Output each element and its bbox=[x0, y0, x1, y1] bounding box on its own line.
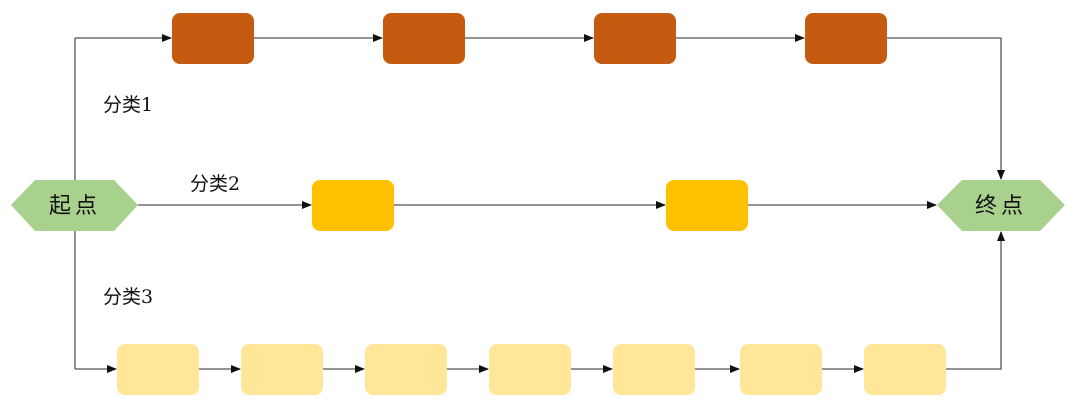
category-2-step-1 bbox=[312, 180, 394, 231]
nodes bbox=[117, 13, 946, 395]
category-1-step-4 bbox=[805, 13, 887, 64]
edge-category-3-end bbox=[946, 231, 1005, 370]
category-3-step-1 bbox=[117, 344, 199, 395]
start-node: 起点 bbox=[11, 180, 138, 231]
category-3-step-6 bbox=[740, 344, 822, 395]
start-label: 起点 bbox=[49, 194, 101, 219]
category-1-label: 分类1 bbox=[103, 94, 153, 116]
category-3-step-4 bbox=[489, 344, 571, 395]
category-2-label: 分类2 bbox=[190, 173, 240, 195]
category-3-step-5 bbox=[613, 344, 695, 395]
end-label: 终点 bbox=[975, 194, 1027, 219]
end-hexagon bbox=[937, 180, 1065, 231]
edge-category-1-end bbox=[887, 37, 1005, 180]
category-3-step-3 bbox=[365, 344, 447, 395]
category-1-step-1 bbox=[172, 13, 254, 64]
end-node: 终点 bbox=[937, 180, 1065, 231]
category-3-step-7 bbox=[864, 344, 946, 395]
category-1-step-2 bbox=[383, 13, 465, 64]
category-2-step-2 bbox=[666, 180, 748, 231]
edges bbox=[74, 34, 1005, 373]
category-3-label: 分类3 bbox=[103, 286, 153, 308]
category-3-step-2 bbox=[241, 344, 323, 395]
start-hexagon bbox=[11, 180, 138, 231]
category-1-step-3 bbox=[594, 13, 676, 64]
